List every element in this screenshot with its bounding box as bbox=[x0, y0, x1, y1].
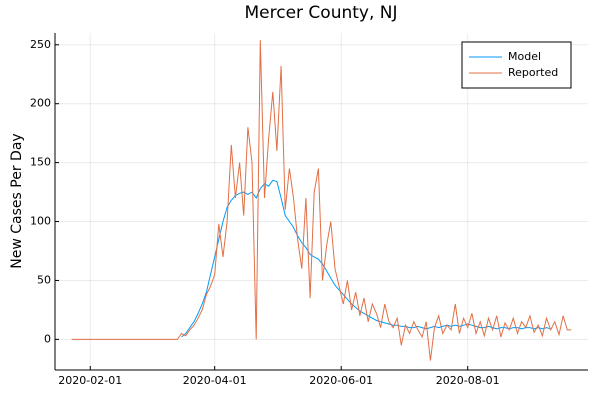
y-tick-label: 50 bbox=[37, 273, 51, 286]
y-tick-label: 100 bbox=[30, 215, 51, 228]
x-tick-label: 2020-06-01 bbox=[309, 374, 373, 387]
chart-title: Mercer County, NJ bbox=[244, 3, 397, 23]
x-tick-label: 2020-04-01 bbox=[183, 374, 247, 387]
data-line bbox=[71, 40, 572, 361]
y-tick-label: 250 bbox=[30, 38, 51, 51]
x-tick-label: 2020-02-01 bbox=[58, 374, 122, 387]
y-tick-label: 200 bbox=[30, 97, 51, 110]
y-tick-label: 150 bbox=[30, 156, 51, 169]
data-line bbox=[181, 179, 551, 338]
legend-label: Reported bbox=[508, 66, 558, 79]
y-axis-label: New Cases Per Day bbox=[9, 133, 25, 268]
legend-box bbox=[461, 41, 572, 89]
x-tick-label: 2020-08-01 bbox=[436, 374, 500, 387]
y-tick-label: 0 bbox=[44, 332, 51, 345]
legend-label: Model bbox=[508, 50, 541, 63]
